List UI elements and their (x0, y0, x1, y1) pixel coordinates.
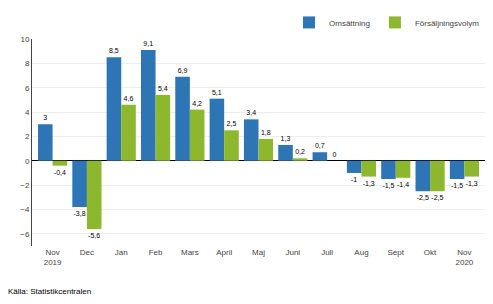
svg-text:8,5: 8,5 (109, 47, 119, 54)
svg-text:−4: −4 (20, 205, 30, 214)
svg-text:−2: −2 (20, 181, 30, 190)
svg-text:Juni: Juni (285, 248, 300, 257)
svg-text:6: 6 (25, 84, 30, 93)
svg-text:-0,4: -0,4 (54, 169, 66, 176)
svg-text:-3,8: -3,8 (74, 210, 86, 217)
svg-text:10: 10 (20, 35, 29, 44)
svg-text:Jan: Jan (115, 248, 128, 257)
svg-text:-1,5: -1,5 (382, 182, 394, 189)
svg-text:2: 2 (25, 132, 30, 141)
svg-text:0: 0 (332, 151, 336, 158)
svg-text:5,4: 5,4 (158, 85, 168, 92)
svg-text:Mars: Mars (181, 248, 199, 257)
svg-text:4,2: 4,2 (192, 100, 202, 107)
svg-text:9,1: 9,1 (143, 40, 153, 47)
svg-text:Dec: Dec (80, 248, 94, 257)
svg-text:5,1: 5,1 (212, 89, 222, 96)
svg-text:-2,5: -2,5 (431, 194, 443, 201)
svg-text:-1,3: -1,3 (466, 180, 478, 187)
svg-text:8: 8 (25, 59, 30, 68)
svg-text:-1,3: -1,3 (363, 180, 375, 187)
svg-text:April: April (216, 248, 232, 257)
svg-text:1,3: 1,3 (281, 135, 291, 142)
svg-text:Sept: Sept (388, 248, 405, 257)
svg-text:-2,5: -2,5 (417, 194, 429, 201)
svg-text:2,5: 2,5 (227, 120, 237, 127)
svg-text:0: 0 (25, 157, 30, 166)
svg-text:0,7: 0,7 (315, 142, 325, 149)
svg-text:Försäljningsvolym: Försäljningsvolym (415, 19, 479, 28)
svg-text:Aug: Aug (354, 248, 368, 257)
svg-text:-1,5: -1,5 (451, 182, 463, 189)
svg-text:Omsättning: Omsättning (329, 19, 370, 28)
svg-text:Nov2019: Nov2019 (44, 248, 62, 267)
svg-text:-5,6: -5,6 (88, 232, 100, 239)
svg-text:−6: −6 (20, 230, 30, 239)
svg-text:6,9: 6,9 (178, 67, 188, 74)
svg-text:-1: -1 (351, 176, 357, 183)
svg-text:Maj: Maj (252, 248, 265, 257)
svg-text:Nov2020: Nov2020 (456, 248, 474, 267)
svg-text:4,6: 4,6 (124, 95, 134, 102)
svg-text:Feb: Feb (149, 248, 163, 257)
svg-text:1,8: 1,8 (261, 129, 271, 136)
svg-text:Källa: Statistikcentralen: Källa: Statistikcentralen (8, 287, 91, 296)
svg-text:3: 3 (43, 114, 47, 121)
svg-text:4: 4 (25, 108, 30, 117)
svg-text:Juli: Juli (321, 248, 333, 257)
svg-text:-1,4: -1,4 (397, 181, 409, 188)
svg-text:Okt: Okt (424, 248, 437, 257)
svg-text:3,4: 3,4 (246, 109, 256, 116)
svg-text:0,2: 0,2 (295, 148, 305, 155)
